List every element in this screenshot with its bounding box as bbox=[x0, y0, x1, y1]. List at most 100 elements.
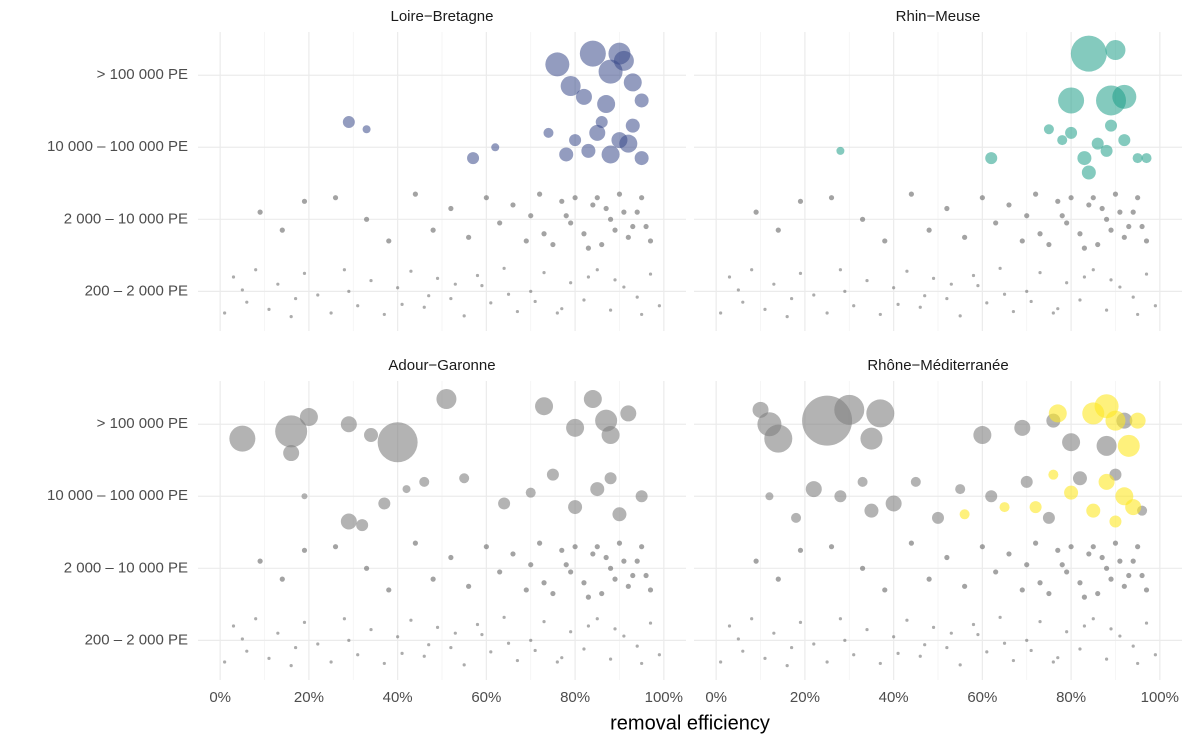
point bbox=[741, 300, 745, 304]
point bbox=[586, 624, 591, 628]
point bbox=[908, 540, 914, 546]
point bbox=[765, 492, 774, 501]
point bbox=[585, 594, 592, 600]
point bbox=[542, 271, 546, 275]
point bbox=[1139, 223, 1145, 230]
point bbox=[639, 195, 645, 201]
point bbox=[1091, 268, 1095, 272]
point bbox=[498, 497, 511, 510]
point bbox=[497, 220, 503, 226]
point bbox=[727, 624, 732, 628]
point bbox=[1051, 660, 1055, 664]
x-tick-label: 80% bbox=[560, 689, 590, 706]
point bbox=[533, 299, 537, 304]
point bbox=[369, 627, 373, 632]
point bbox=[607, 565, 614, 571]
point bbox=[1065, 126, 1078, 139]
point bbox=[750, 617, 754, 621]
point bbox=[945, 296, 949, 301]
point bbox=[599, 590, 605, 597]
point bbox=[436, 389, 457, 410]
point bbox=[396, 635, 400, 639]
point bbox=[634, 151, 649, 166]
point bbox=[302, 620, 307, 624]
point bbox=[316, 642, 320, 646]
point bbox=[1103, 565, 1110, 571]
point bbox=[971, 273, 976, 278]
point bbox=[1099, 205, 1105, 212]
point bbox=[865, 627, 869, 632]
point bbox=[1141, 153, 1152, 164]
point bbox=[435, 625, 440, 630]
point bbox=[836, 146, 845, 155]
point bbox=[340, 513, 357, 530]
point bbox=[595, 116, 608, 129]
point bbox=[1121, 583, 1127, 589]
x-axis-title: removal efficiency bbox=[610, 712, 770, 734]
point bbox=[790, 296, 794, 301]
point bbox=[1126, 223, 1132, 230]
point bbox=[1055, 547, 1061, 553]
point bbox=[639, 544, 645, 550]
point bbox=[585, 245, 592, 251]
point bbox=[1077, 580, 1083, 586]
point bbox=[993, 569, 999, 575]
point bbox=[245, 300, 249, 304]
point bbox=[1064, 569, 1070, 575]
point bbox=[1104, 308, 1109, 312]
point bbox=[546, 468, 559, 481]
point bbox=[1105, 119, 1118, 132]
point bbox=[1090, 544, 1096, 550]
point bbox=[607, 216, 614, 222]
point bbox=[1108, 227, 1114, 233]
point bbox=[594, 544, 600, 550]
point bbox=[736, 637, 740, 641]
point bbox=[608, 308, 613, 312]
point bbox=[240, 288, 244, 292]
point bbox=[448, 554, 454, 561]
point bbox=[608, 657, 613, 661]
point bbox=[1126, 572, 1132, 579]
point bbox=[1136, 312, 1140, 317]
point bbox=[1100, 144, 1113, 157]
point bbox=[1143, 238, 1150, 244]
point bbox=[643, 223, 649, 230]
point bbox=[254, 617, 258, 621]
point bbox=[932, 511, 944, 524]
point bbox=[245, 649, 249, 653]
point bbox=[1029, 299, 1033, 304]
point bbox=[736, 288, 740, 292]
point bbox=[896, 302, 900, 306]
point bbox=[859, 565, 866, 571]
point bbox=[1094, 394, 1119, 419]
point bbox=[812, 642, 816, 646]
point bbox=[959, 509, 970, 520]
point bbox=[597, 95, 616, 114]
point bbox=[958, 663, 962, 667]
point bbox=[267, 307, 271, 311]
point bbox=[1098, 473, 1115, 490]
point bbox=[623, 73, 642, 92]
point bbox=[1024, 562, 1030, 568]
point bbox=[223, 311, 227, 315]
y-tick-label: 10 000 – 100 000 PE bbox=[47, 487, 188, 504]
point bbox=[294, 645, 298, 650]
point bbox=[625, 234, 631, 240]
point bbox=[1078, 647, 1082, 651]
point bbox=[550, 241, 556, 248]
point bbox=[621, 558, 627, 564]
point bbox=[541, 231, 547, 237]
point bbox=[400, 302, 404, 306]
point bbox=[1112, 191, 1119, 197]
point bbox=[1153, 653, 1157, 657]
point bbox=[1025, 289, 1029, 293]
point bbox=[613, 627, 617, 631]
point bbox=[1109, 278, 1113, 282]
point bbox=[944, 554, 950, 561]
point bbox=[1065, 281, 1069, 285]
point bbox=[1019, 238, 1025, 244]
point bbox=[240, 637, 244, 641]
point bbox=[529, 638, 533, 642]
y-tick-label: 200 – 2 000 PE bbox=[85, 631, 188, 648]
x-tick-label: 0% bbox=[209, 689, 231, 706]
